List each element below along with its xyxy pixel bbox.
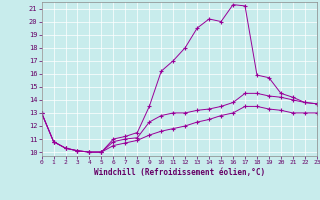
X-axis label: Windchill (Refroidissement éolien,°C): Windchill (Refroidissement éolien,°C) xyxy=(94,168,265,177)
